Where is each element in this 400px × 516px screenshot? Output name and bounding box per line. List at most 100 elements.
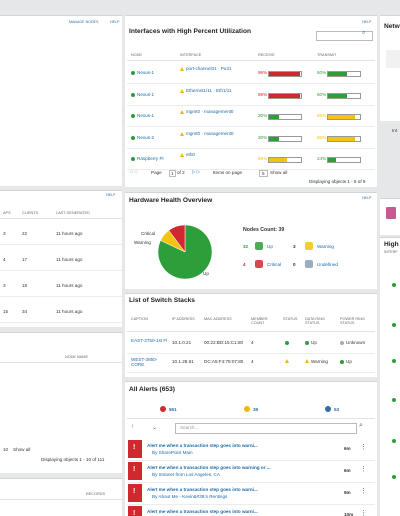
- column-header: RECEIVE: [258, 53, 275, 57]
- alert-age: 6m: [344, 468, 351, 473]
- row-line: [127, 104, 375, 106]
- panel-text: Int: [392, 128, 398, 133]
- manage-nodes-link[interactable]: MANAGE NODES: [69, 20, 99, 24]
- warning-icon: [180, 153, 184, 157]
- left-panel-2: [0, 190, 122, 327]
- severity-count[interactable]: 561: [169, 407, 177, 412]
- info-block: [386, 50, 400, 68]
- status-label[interactable]: Up: [267, 244, 273, 249]
- sort-menu[interactable]: ⌄: [152, 425, 158, 431]
- search-icon: ⌕: [362, 30, 366, 36]
- header-line: [0, 218, 122, 219]
- alert-menu[interactable]: ⋮: [360, 466, 367, 473]
- panel-title: Hardware Health Overview: [129, 197, 213, 204]
- interface-link[interactable]: mgmt0 · management0: [186, 109, 234, 114]
- header-line: [0, 362, 122, 363]
- cell: 18: [22, 283, 28, 288]
- cell: 11 hours ago: [56, 309, 83, 314]
- cell: Up: [346, 359, 352, 364]
- severity-icon: [325, 406, 331, 412]
- severity-count[interactable]: 53: [334, 407, 340, 412]
- node-link[interactable]: Nexus-1: [137, 70, 155, 75]
- search-input[interactable]: Search...: [180, 425, 199, 430]
- status-label[interactable]: Critical: [267, 262, 282, 267]
- alert-source[interactable]: By SharePoint Main: [152, 450, 193, 455]
- help-link[interactable]: HELP: [362, 196, 372, 200]
- alert-menu[interactable]: ⋮: [360, 444, 367, 451]
- cell: DC:A5:F4:78:07:80: [204, 359, 244, 364]
- percent-label: 96%: [258, 70, 268, 75]
- help-link[interactable]: HELP: [362, 20, 372, 24]
- cell: 11 hours ago: [56, 257, 83, 262]
- bar-track: [327, 157, 361, 163]
- bar: [328, 136, 356, 141]
- alert-name[interactable]: Alert me when a transaction step goes in…: [147, 443, 258, 448]
- node-link[interactable]: Raspberry Pi: [137, 156, 164, 161]
- status-dot: [392, 323, 396, 327]
- row-line: [127, 372, 375, 373]
- header-line: [0, 499, 122, 500]
- row-line: [0, 322, 122, 323]
- bar: [328, 93, 348, 98]
- alert-menu[interactable]: ⋮: [360, 510, 367, 516]
- status-dot: [392, 439, 396, 443]
- cell: Up: [311, 340, 317, 345]
- percent-label: 60%: [317, 70, 327, 75]
- node-link[interactable]: Nexus-2: [137, 134, 155, 140]
- header-line: [127, 331, 375, 332]
- caption-link[interactable]: EAST-3750-1st Fl: [131, 338, 168, 343]
- interface-link[interactable]: mgmt0 · management0: [186, 130, 234, 136]
- show-all-link[interactable]: Show all: [270, 170, 288, 175]
- bar-track: [268, 135, 302, 142]
- cell: 15: [3, 309, 9, 314]
- status-count: 32: [243, 244, 249, 249]
- status-dot: [131, 114, 135, 118]
- alert-age: 6m: [344, 446, 351, 451]
- severity-count[interactable]: 39: [253, 407, 259, 412]
- interface-link[interactable]: Ethernet1/11 · Eth1/11: [186, 87, 232, 93]
- column-header: CAPTION: [131, 317, 148, 321]
- left-panel-1: [0, 15, 122, 186]
- status-label[interactable]: Undefined: [317, 262, 338, 267]
- show-all-link[interactable]: Show all: [13, 447, 31, 452]
- warning-icon: [180, 110, 184, 114]
- right-panel-3: [380, 237, 400, 516]
- cell: 4: [3, 257, 6, 262]
- alert-menu[interactable]: ⋮: [360, 488, 367, 495]
- row-line: [127, 460, 375, 461]
- status-label[interactable]: Warning: [317, 244, 334, 249]
- alert-name[interactable]: Alert me when a transaction step goes in…: [147, 509, 258, 514]
- sort-button[interactable]: ↑: [131, 424, 134, 430]
- alert-severity: [128, 506, 142, 516]
- caption-link[interactable]: WEST-3850-CORE: [131, 357, 158, 367]
- help-link[interactable]: HELP: [106, 193, 116, 197]
- cell: 22: [22, 231, 28, 236]
- node-link[interactable]: Nexus-1: [137, 113, 155, 118]
- alert-source[interactable]: By Intranet from Los Angeles, CA: [152, 472, 220, 477]
- alert-name[interactable]: Alert me when a transaction step goes in…: [147, 487, 258, 492]
- column-header: CLIENTS: [22, 211, 39, 215]
- alert-icon: !: [133, 444, 136, 451]
- bar: [269, 136, 279, 141]
- search-box: [316, 31, 373, 41]
- bar: [328, 158, 336, 162]
- status-dot: [340, 360, 344, 364]
- percent-label: 55%: [258, 156, 268, 161]
- warning-icon: [180, 131, 184, 136]
- alert-name[interactable]: Alert me when a transaction step goes in…: [147, 465, 271, 470]
- alerts-panel: [125, 381, 377, 516]
- node-link[interactable]: Nexus-1: [137, 91, 155, 97]
- displaying-text: Displaying objects 1 - 5 of 9: [309, 179, 366, 184]
- alert-icon: !: [133, 510, 136, 516]
- column-header: INTERF: [384, 250, 398, 254]
- bar: [269, 93, 300, 98]
- row-line: [127, 482, 375, 483]
- interface-link[interactable]: eth0: [186, 152, 195, 157]
- percent-label: 60%: [317, 91, 327, 97]
- status-icon: [255, 242, 263, 250]
- pager-next: ▷ ▷: [192, 169, 201, 174]
- interface-link[interactable]: port-channel31 · Po31: [186, 66, 232, 71]
- help-link[interactable]: HELP: [110, 20, 120, 24]
- alert-source[interactable]: By About Me - Kevin&#39;s Rentings: [152, 494, 228, 499]
